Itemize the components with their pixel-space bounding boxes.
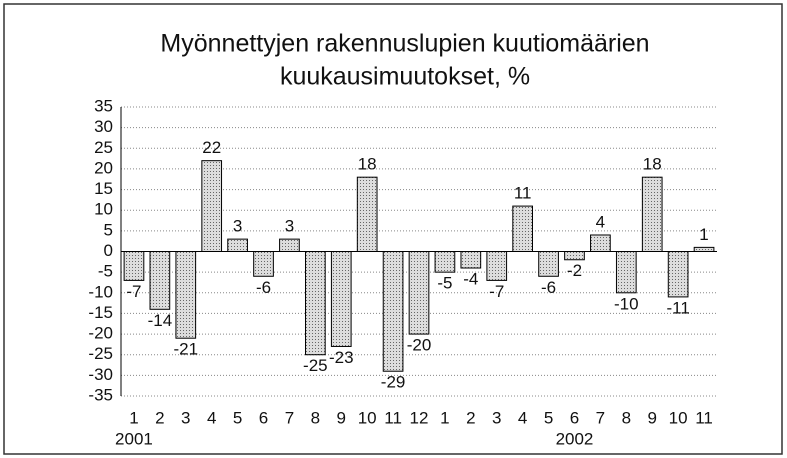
- data-label: -4: [463, 269, 478, 288]
- bar: [201, 160, 223, 253]
- x-tick-label: 5: [544, 408, 553, 427]
- bar: [693, 246, 715, 253]
- data-label: 22: [202, 138, 221, 157]
- data-label: -6: [541, 278, 556, 297]
- y-tick-label: 0: [104, 241, 113, 260]
- bar: [305, 251, 326, 356]
- bar: [641, 176, 663, 252]
- x-tick-label: 2: [466, 408, 475, 427]
- x-tick-label: 9: [647, 408, 656, 427]
- y-tick-label: -25: [88, 344, 113, 363]
- y-tick-label: -35: [88, 385, 113, 404]
- data-label: -7: [126, 282, 141, 301]
- data-label: -11: [666, 298, 689, 317]
- y-tick-label: 20: [94, 158, 113, 177]
- x-tick-label: 12: [410, 408, 429, 427]
- y-tick-label: 30: [94, 117, 113, 136]
- bar: [460, 251, 482, 269]
- x-tick-label: 8: [311, 408, 320, 427]
- y-tick-label: -5: [98, 262, 113, 281]
- bar: [253, 251, 274, 277]
- x-tick-label: 4: [518, 408, 527, 427]
- x-tick-label: 7: [596, 408, 605, 427]
- bar: [175, 251, 197, 339]
- y-tick-label: 5: [104, 220, 113, 239]
- year-label: 2001: [115, 429, 153, 448]
- x-tick-label: 3: [492, 408, 501, 427]
- data-label: 18: [358, 155, 377, 174]
- data-label: 11: [514, 184, 532, 203]
- x-tick-label: 11: [695, 408, 713, 427]
- y-tick-label: -20: [88, 324, 113, 343]
- x-tick-label: 11: [384, 408, 402, 427]
- x-tick-label: 9: [337, 408, 346, 427]
- x-tick-label: 6: [570, 408, 579, 427]
- data-label: -10: [614, 294, 639, 313]
- y-tick-label: 25: [94, 138, 113, 157]
- data-label: -23: [329, 348, 354, 367]
- x-tick-label: 7: [285, 408, 294, 427]
- data-label: -2: [567, 261, 582, 280]
- bar: [667, 251, 689, 298]
- chart-title: Myönnettyjen rakennuslupien kuutiomäärie…: [160, 30, 649, 58]
- x-tick-label: 2: [155, 408, 164, 427]
- data-label: -14: [148, 311, 173, 330]
- data-label: -7: [489, 282, 504, 301]
- bar: [615, 251, 637, 294]
- data-label: 3: [285, 217, 294, 236]
- data-label: -6: [256, 278, 271, 297]
- bar: [564, 251, 585, 261]
- x-tick-label: 10: [358, 408, 377, 427]
- bar: [279, 238, 300, 253]
- bar: [512, 205, 533, 252]
- data-label: -20: [407, 336, 432, 355]
- year-label: 2002: [556, 429, 594, 448]
- data-label: -29: [381, 373, 406, 392]
- data-label: -5: [437, 274, 452, 293]
- bar: [356, 176, 378, 252]
- x-tick-label: 4: [207, 408, 216, 427]
- bar: [330, 251, 352, 347]
- bar: [434, 251, 456, 273]
- data-label: 4: [596, 212, 605, 231]
- x-tick-label: 8: [622, 408, 631, 427]
- bar: [382, 251, 404, 372]
- y-tick-label: 10: [94, 200, 113, 219]
- y-tick-label: -10: [88, 282, 113, 301]
- data-label: 3: [233, 217, 242, 236]
- bar: [123, 251, 145, 281]
- x-tick-label: 5: [233, 408, 242, 427]
- data-label: -25: [303, 356, 328, 375]
- frame: [3, 3, 783, 455]
- x-tick-label: 6: [259, 408, 268, 427]
- y-tick-label: -15: [88, 303, 113, 322]
- data-label: 1: [699, 225, 708, 244]
- bar: [408, 251, 430, 335]
- data-label: -21: [173, 340, 198, 359]
- x-tick-label: 10: [669, 408, 688, 427]
- y-tick-label: -30: [88, 365, 113, 384]
- bar: [538, 251, 559, 277]
- x-tick-label: 1: [129, 408, 138, 427]
- y-tick-label: 15: [94, 179, 113, 198]
- bar: [486, 251, 508, 281]
- bar: [590, 234, 611, 253]
- bar: [227, 238, 248, 253]
- chart-title: kuukausimuutokset, %: [280, 63, 530, 91]
- data-label: 18: [643, 155, 662, 174]
- x-tick-label: 1: [440, 408, 449, 427]
- x-tick-label: 3: [181, 408, 190, 427]
- y-tick-label: 35: [94, 96, 113, 115]
- bar: [149, 251, 171, 310]
